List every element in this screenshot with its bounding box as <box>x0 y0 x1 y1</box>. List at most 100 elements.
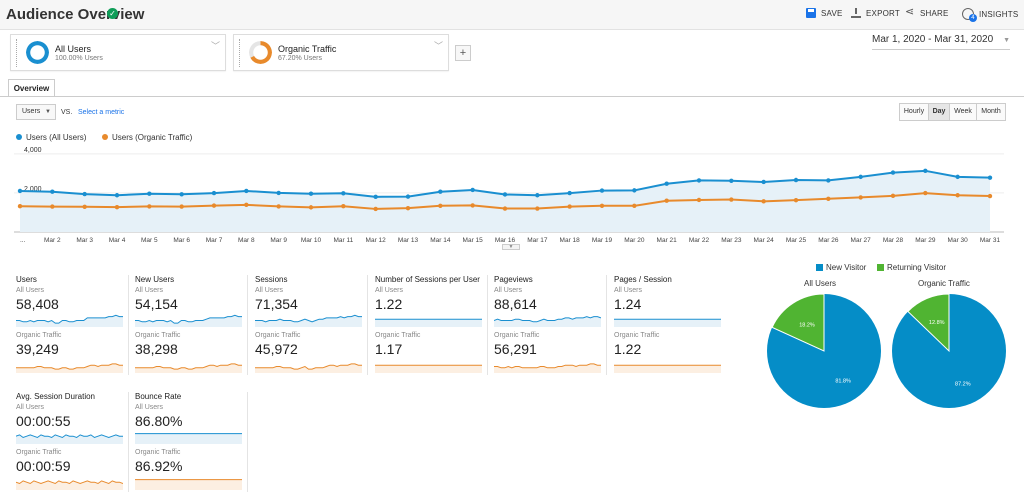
data-point[interactable] <box>373 194 378 200</box>
granularity-day[interactable]: Day <box>928 103 950 121</box>
data-point[interactable] <box>244 202 249 208</box>
data-point[interactable] <box>890 170 896 175</box>
data-point[interactable] <box>341 191 346 196</box>
data-point[interactable] <box>729 197 734 202</box>
metric-card[interactable]: Pageviews All Users 88,614 Organic Traffic 5… <box>494 275 604 375</box>
data-point[interactable] <box>664 181 669 186</box>
data-point[interactable] <box>17 188 23 194</box>
granularity-week[interactable]: Week <box>949 103 977 121</box>
add-segment-button[interactable]: + <box>455 45 471 61</box>
pie-chart-organic[interactable]: 12.8% 87.2% <box>890 292 1008 410</box>
metric-select[interactable]: Users ▼ <box>16 104 56 120</box>
data-point[interactable] <box>211 203 217 208</box>
data-point[interactable] <box>858 195 863 200</box>
data-point[interactable] <box>696 197 702 203</box>
pie-chart-all-users[interactable]: 18.2% 81.8% <box>765 292 883 410</box>
date-range-picker[interactable]: Mar 1, 2020 - Mar 31, 2020 ▼ <box>872 34 1010 50</box>
data-point[interactable] <box>82 204 87 209</box>
data-point[interactable] <box>244 188 249 194</box>
data-point[interactable] <box>826 178 831 183</box>
data-point[interactable] <box>664 198 669 203</box>
data-point[interactable] <box>50 204 55 209</box>
metric-card[interactable]: Sessions All Users 71,354 Organic Traffic 45… <box>255 275 365 375</box>
data-point[interactable] <box>955 193 960 198</box>
data-point[interactable] <box>341 204 346 209</box>
granularity-hourly[interactable]: Hourly <box>899 103 929 121</box>
metric-card[interactable]: New Users All Users 54,154 Organic Traffic 3… <box>135 275 245 375</box>
data-point[interactable] <box>858 174 863 180</box>
data-point[interactable] <box>567 204 572 209</box>
legend-organic[interactable]: Users (Organic Traffic) <box>102 133 192 142</box>
export-button[interactable]: EXPORT <box>851 8 900 18</box>
data-point[interactable] <box>632 188 637 193</box>
data-point[interactable] <box>923 190 928 196</box>
data-point[interactable] <box>373 206 378 212</box>
data-point[interactable] <box>632 203 637 209</box>
data-point[interactable] <box>987 193 993 199</box>
metric-card[interactable]: Pages / Session All Users 1.24 Organic Traf… <box>614 275 724 375</box>
pie-slice-returning[interactable] <box>907 293 950 353</box>
metric-card[interactable]: Bounce Rate All Users 86.80% Organic Traffi… <box>135 392 245 492</box>
data-point[interactable] <box>405 205 411 211</box>
data-point[interactable] <box>923 168 928 174</box>
data-point[interactable] <box>793 197 799 203</box>
data-point[interactable] <box>567 190 572 196</box>
legend-all-users[interactable]: Users (All Users) <box>16 133 86 142</box>
data-point[interactable] <box>696 178 702 183</box>
granularity-month[interactable]: Month <box>976 103 1006 121</box>
data-point[interactable] <box>502 192 508 197</box>
drag-handle[interactable] <box>239 39 240 67</box>
insights-button[interactable]: 4 INSIGHTS <box>962 8 1018 22</box>
data-point[interactable] <box>114 204 120 210</box>
data-point[interactable] <box>793 177 799 183</box>
metric-card[interactable]: Avg. Session Duration All Users 00:00:55 Or… <box>16 392 126 492</box>
data-point[interactable] <box>470 203 475 208</box>
y-tick-label: 2,000 <box>24 186 42 193</box>
data-point[interactable] <box>405 194 411 199</box>
data-point[interactable] <box>890 193 896 199</box>
select-metric-link[interactable]: Select a metric <box>78 109 125 116</box>
pie-title-all-users: All Users <box>804 279 837 288</box>
data-point[interactable] <box>82 191 87 197</box>
metric-card[interactable]: Users All Users 58,408 Organic Traffic 39,24… <box>16 275 126 375</box>
pie-slice-returning[interactable] <box>771 293 825 352</box>
data-point[interactable] <box>179 192 184 197</box>
segment-label: All Users <box>135 404 164 411</box>
data-point[interactable] <box>729 178 734 183</box>
data-point[interactable] <box>179 204 184 209</box>
data-point[interactable] <box>761 199 766 204</box>
share-button[interactable]: SHARE <box>905 5 949 18</box>
chart-resize-handle[interactable]: ▼ <box>502 244 520 250</box>
data-point[interactable] <box>50 189 55 194</box>
data-point[interactable] <box>599 188 605 193</box>
data-point[interactable] <box>147 204 152 209</box>
data-point[interactable] <box>276 204 281 209</box>
chevron-down-icon[interactable]: ﹀ <box>210 41 220 51</box>
data-point[interactable] <box>308 205 314 210</box>
data-point[interactable] <box>276 190 281 196</box>
users-line-chart[interactable]: 4,000 2,000... Mar 2 Mar 3 Mar 4 Mar 5 Mar 6 Ma… <box>14 146 1014 246</box>
data-point[interactable] <box>502 206 508 211</box>
data-point[interactable] <box>17 204 23 209</box>
data-point[interactable] <box>535 206 540 211</box>
data-point[interactable] <box>470 187 475 193</box>
data-point[interactable] <box>761 179 766 185</box>
drag-handle[interactable] <box>16 39 17 67</box>
metric-card[interactable]: Number of Sessions per User All Users 1.22… <box>375 275 485 375</box>
data-point[interactable] <box>535 193 540 198</box>
data-point[interactable] <box>438 189 443 194</box>
data-point[interactable] <box>438 203 443 209</box>
save-button[interactable]: SAVE <box>806 8 843 18</box>
data-point[interactable] <box>308 191 314 196</box>
data-point[interactable] <box>211 190 217 196</box>
tab-overview[interactable]: Overview <box>8 79 55 97</box>
chevron-down-icon[interactable]: ﹀ <box>433 41 443 51</box>
data-point[interactable] <box>826 196 831 201</box>
segment-organic-traffic[interactable]: Organic Traffic 67.20% Users ﹀ <box>233 34 449 71</box>
data-point[interactable] <box>955 174 960 180</box>
segment-all-users[interactable]: All Users 100.00% Users ﹀ <box>10 34 226 71</box>
data-point[interactable] <box>599 203 605 209</box>
data-point[interactable] <box>987 175 993 180</box>
data-point[interactable] <box>114 193 120 198</box>
data-point[interactable] <box>147 191 152 196</box>
